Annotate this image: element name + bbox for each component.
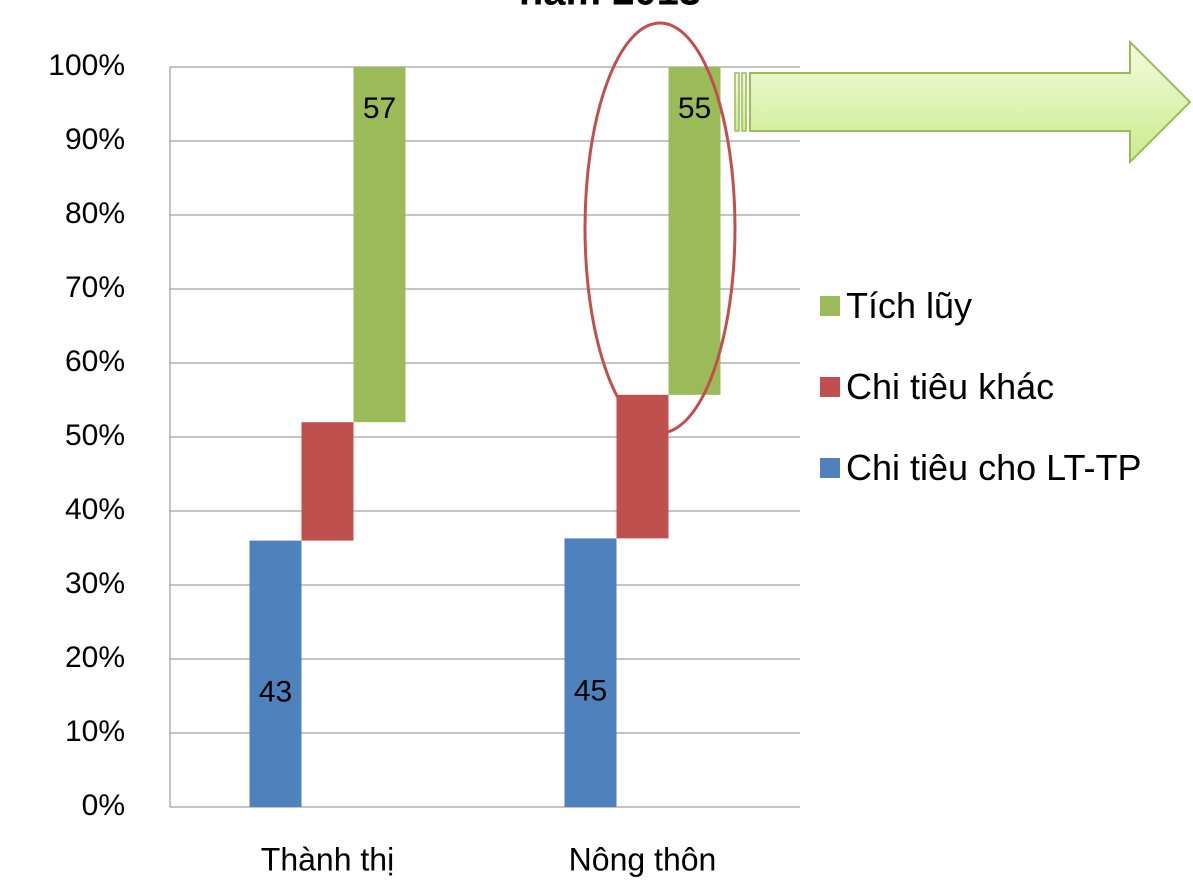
y-tick-label: 30% (65, 567, 125, 600)
legend-label: Chi tiêu khác (846, 366, 1055, 407)
legend-swatch (820, 377, 840, 397)
x-tick-label: Nông thôn (569, 841, 717, 877)
bar (249, 540, 302, 807)
legend: Tích lũy Chi tiêu khác Chi tiêu cho LT-TP (820, 280, 1160, 523)
legend-item: Tích lũy (820, 280, 1160, 332)
highlight-ellipse (583, 21, 737, 435)
y-tick-label: 80% (65, 197, 125, 230)
chart-title: năm 2013 (519, 0, 701, 14)
data-label: 45 (574, 675, 607, 708)
x-tick-label: Thành thị (261, 841, 394, 877)
data-label: 55 (678, 92, 711, 125)
y-tick-label: 90% (65, 123, 125, 156)
legend-item: Chi tiêu khác (820, 361, 1160, 413)
bar (301, 422, 354, 541)
bar (564, 538, 617, 807)
legend-label: Tích lũy (846, 285, 973, 326)
legend-item: Chi tiêu cho LT-TP (820, 442, 1160, 494)
data-label: 57 (363, 92, 396, 125)
legend-label: Chi tiêu cho LT-TP (846, 447, 1142, 488)
y-tick-label: 60% (65, 345, 125, 378)
y-tick-label: 100% (48, 49, 125, 82)
y-tick-label: 10% (65, 715, 125, 748)
y-tick-label: 50% (65, 419, 125, 452)
bar (353, 67, 406, 423)
y-tick-label: 0% (82, 789, 125, 822)
bar (668, 67, 721, 395)
y-tick-label: 20% (65, 641, 125, 674)
y-tick-label: 40% (65, 493, 125, 526)
data-label: 43 (259, 676, 292, 709)
callout-arrow (734, 39, 1192, 165)
legend-swatch (820, 296, 840, 316)
y-tick-label: 70% (65, 271, 125, 304)
plot-area: 0% 10% 20% 30% 40% 50% 60% 70% 80% 90% 100% Thành t… (48, 49, 800, 877)
bar (616, 394, 669, 539)
legend-swatch (820, 458, 840, 478)
